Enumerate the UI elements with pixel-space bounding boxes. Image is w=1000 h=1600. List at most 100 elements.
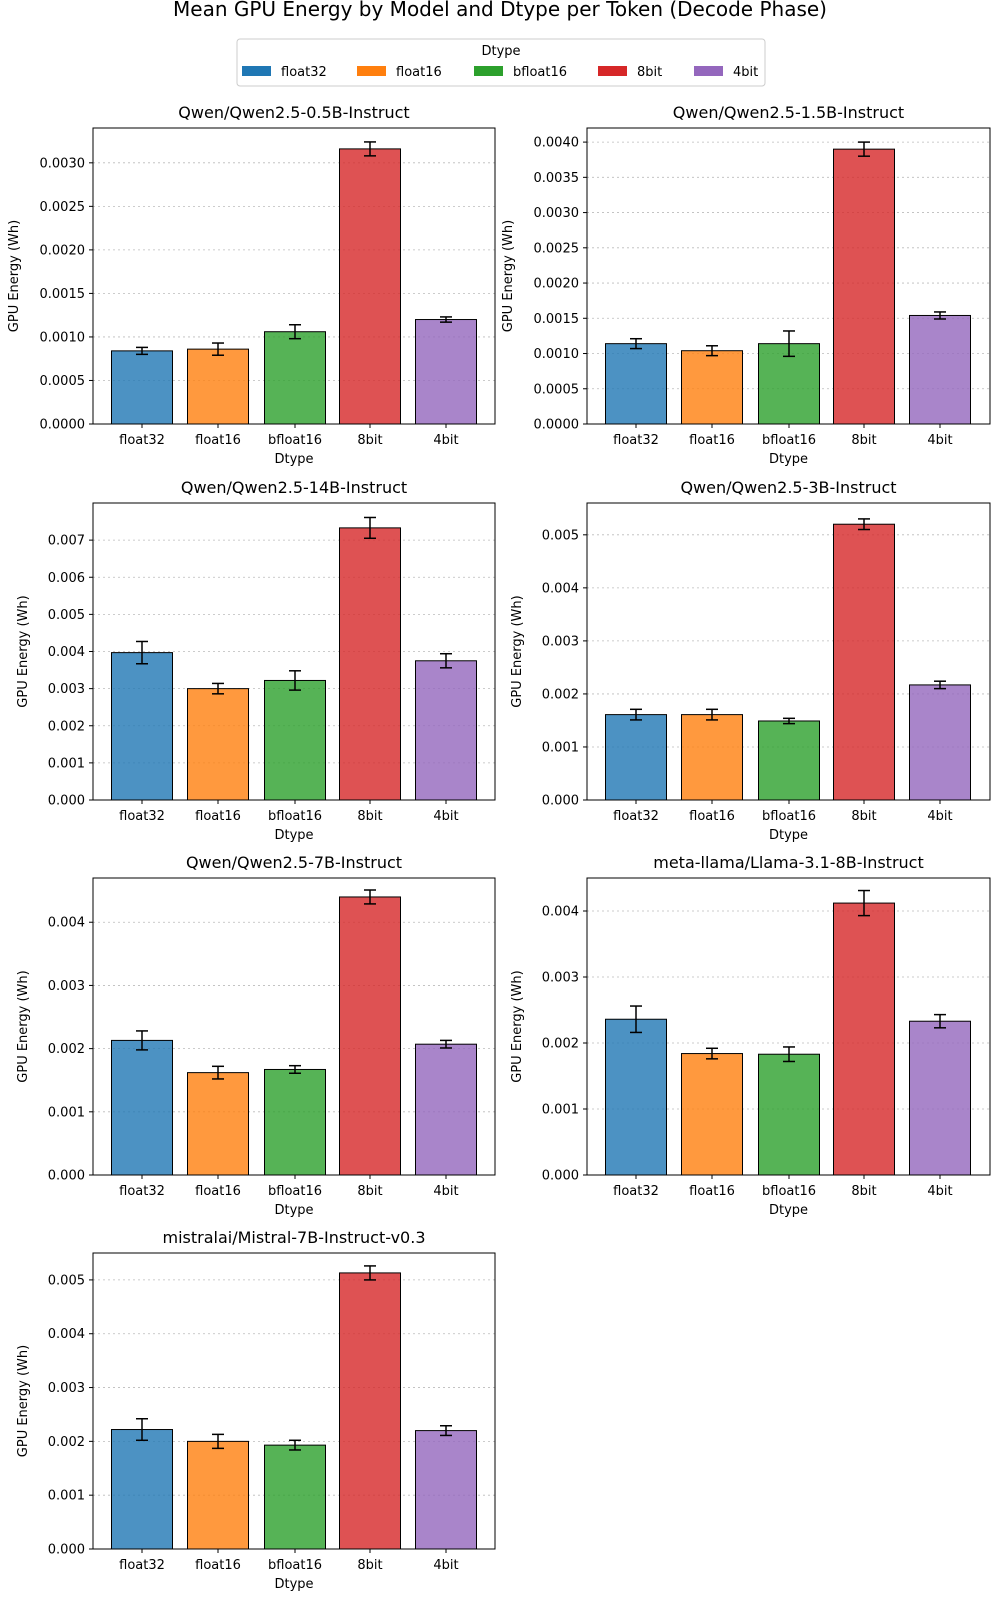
error-bar-bfloat16	[289, 1439, 301, 1451]
x-tick-label: bfloat16	[268, 433, 322, 448]
x-tick-label: 4bit	[433, 1558, 458, 1573]
error-bar-bfloat16	[289, 670, 301, 691]
x-tick-label: float32	[613, 809, 659, 824]
x-tick-label: bfloat16	[268, 1184, 322, 1199]
x-tick-label: float32	[119, 1558, 165, 1573]
subplot-title: Qwen/Qwen2.5-1.5B-Instruct	[673, 103, 904, 122]
x-tick-label: 8bit	[851, 809, 876, 824]
legend-entry-bfloat16: bfloat16	[474, 65, 567, 80]
error-bar-float16	[212, 1433, 224, 1450]
x-tick-label: bfloat16	[762, 809, 816, 824]
error-bar-float32	[136, 346, 148, 356]
subplot-1: Qwen/Qwen2.5-0.5B-Instruct 0.0000 0.0005 0.…	[7, 103, 496, 467]
error-bar-4bit	[440, 1425, 452, 1437]
bar-8bit	[339, 1272, 401, 1550]
error-bar-4bit	[934, 680, 946, 690]
y-axis-label: GPU Energy (Wh)	[510, 970, 525, 1082]
error-bar-8bit	[858, 141, 870, 157]
x-tick-label: float32	[119, 1184, 165, 1199]
bar-bfloat16	[264, 1068, 326, 1176]
y-tick-label: 0.0040	[534, 136, 580, 151]
y-tick-label: 0.0000	[40, 418, 86, 433]
y-axis-label: GPU Energy (Wh)	[501, 220, 516, 332]
legend-label: float16	[396, 65, 442, 80]
y-tick-label: 0.0030	[40, 156, 86, 171]
legend-swatch	[357, 66, 386, 76]
y-tick-label: 0.0025	[534, 241, 580, 256]
bar-float32	[111, 1429, 173, 1550]
x-axis-label: Dtype	[274, 828, 313, 843]
error-bar-4bit	[440, 652, 452, 669]
y-tick-label: 0.001	[48, 1105, 85, 1120]
x-axis-label: Dtype	[274, 1203, 313, 1218]
y-tick-label: 0.001	[48, 1489, 85, 1504]
y-tick-label: 0.007	[48, 534, 85, 549]
axes-frame	[586, 502, 991, 801]
x-tick-label: float16	[689, 433, 735, 448]
bar-8bit	[833, 523, 895, 801]
x-axis-label: Dtype	[274, 452, 313, 467]
subplot-title: Qwen/Qwen2.5-3B-Instruct	[680, 478, 896, 497]
y-tick-label: 0.0005	[40, 374, 86, 389]
y-tick-label: 0.005	[48, 1273, 85, 1288]
x-tick-label: 8bit	[357, 809, 382, 824]
x-tick-label: 8bit	[851, 433, 876, 448]
x-tick-label: float32	[613, 1184, 659, 1199]
legend-label: 4bit	[733, 65, 758, 80]
x-tick-label: 4bit	[433, 809, 458, 824]
bar-4bit	[909, 684, 971, 801]
error-bar-bfloat16	[783, 330, 795, 358]
x-tick-label: 8bit	[851, 1184, 876, 1199]
y-tick-label: 0.005	[542, 528, 579, 543]
x-tick-label: float32	[613, 433, 659, 448]
subplot-3: Qwen/Qwen2.5-14B-Instruct 0.000 0.001 0.002…	[16, 478, 496, 843]
y-tick-label: 0.000	[48, 794, 85, 809]
x-tick-label: float16	[195, 1184, 241, 1199]
error-bar-8bit	[364, 141, 376, 157]
x-tick-label: bfloat16	[268, 809, 322, 824]
subplot-title: meta-llama/Llama-3.1-8B-Instruct	[653, 853, 924, 872]
bar-4bit	[415, 1043, 477, 1176]
axes-frame	[586, 127, 991, 425]
x-tick-label: bfloat16	[762, 1184, 816, 1199]
y-tick-label: 0.000	[48, 1169, 85, 1184]
error-bar-float16	[706, 708, 718, 721]
bar-float16	[681, 1053, 743, 1176]
bar-4bit	[909, 1020, 971, 1176]
bar-bfloat16	[264, 331, 326, 425]
error-bar-float32	[630, 1005, 642, 1034]
y-tick-label: 0.0015	[40, 287, 86, 302]
y-tick-label: 0.0000	[534, 418, 580, 433]
error-bar-float32	[630, 337, 642, 350]
x-tick-label: 4bit	[433, 1184, 458, 1199]
y-tick-label: 0.0035	[534, 171, 580, 186]
bar-float16	[187, 1440, 249, 1550]
subplot-7: mistralai/Mistral-7B-Instruct-v0.3 0.000 0…	[16, 1228, 496, 1592]
x-axis-label: Dtype	[274, 1577, 313, 1592]
y-axis-label: GPU Energy (Wh)	[7, 220, 22, 332]
y-tick-label: 0.002	[48, 719, 85, 734]
x-tick-label: float16	[689, 809, 735, 824]
axes-frame	[586, 877, 991, 1176]
error-bar-float16	[706, 1047, 718, 1060]
y-tick-label: 0.0030	[534, 206, 580, 221]
y-tick-label: 0.003	[542, 634, 579, 649]
y-tick-label: 0.004	[542, 905, 579, 920]
x-tick-label: float32	[119, 433, 165, 448]
x-tick-label: 4bit	[433, 433, 458, 448]
x-tick-label: float16	[689, 1184, 735, 1199]
bar-8bit	[833, 148, 895, 425]
y-tick-label: 0.005	[48, 608, 85, 623]
error-bar-8bit	[364, 1265, 376, 1281]
x-tick-label: float16	[195, 433, 241, 448]
bar-float32	[605, 343, 667, 425]
x-tick-label: float16	[195, 809, 241, 824]
y-tick-label: 0.006	[48, 571, 85, 586]
error-bar-4bit	[934, 1013, 946, 1029]
error-bar-4bit	[440, 1039, 452, 1049]
bar-bfloat16	[758, 1053, 820, 1176]
y-tick-label: 0.002	[542, 1037, 579, 1052]
y-tick-label: 0.0025	[40, 200, 86, 215]
y-tick-label: 0.000	[542, 1169, 579, 1184]
error-bar-bfloat16	[783, 1046, 795, 1063]
